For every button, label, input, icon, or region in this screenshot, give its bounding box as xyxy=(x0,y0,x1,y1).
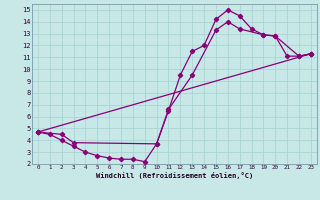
X-axis label: Windchill (Refroidissement éolien,°C): Windchill (Refroidissement éolien,°C) xyxy=(96,172,253,179)
